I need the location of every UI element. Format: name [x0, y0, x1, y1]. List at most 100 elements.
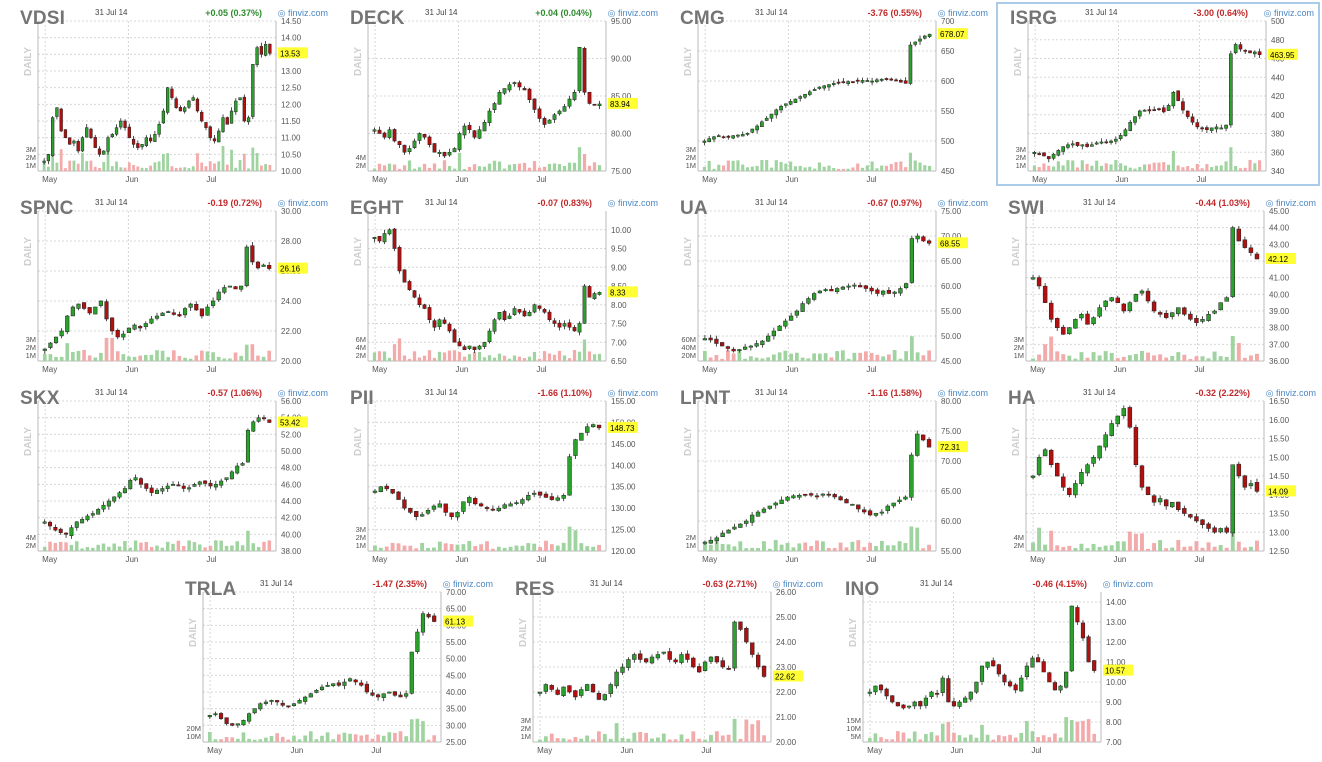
chart-panel-skx[interactable]: 56.0054.0052.0050.0048.0046.0044.0042.00…	[8, 384, 332, 568]
chart-panel-pii[interactable]: 155.00150.00145.00140.00135.00130.00125.…	[338, 384, 662, 568]
candle	[224, 717, 229, 724]
candle	[777, 325, 782, 331]
finviz-link[interactable]: ◎ finviz.com	[937, 388, 988, 398]
volume-bar	[1133, 168, 1137, 171]
candle	[791, 495, 796, 499]
volume-tick-label: 2M	[521, 724, 531, 733]
volume-bar	[1212, 546, 1217, 551]
chart-panel-spnc[interactable]: 30.0028.0026.0024.0022.0020.00MayJunJul3…	[8, 194, 332, 378]
finviz-link[interactable]: ◎ finviz.com	[1263, 8, 1314, 18]
finviz-link[interactable]: ◎ finviz.com	[1265, 388, 1316, 398]
ticker-symbol: DECK	[350, 8, 405, 29]
volume-bar	[155, 350, 159, 361]
finviz-link[interactable]: ◎ finviz.com	[1102, 579, 1153, 589]
volume-bar	[255, 152, 259, 171]
volume-bar	[447, 166, 452, 171]
volume-bar	[537, 167, 542, 171]
volume-bar	[1170, 547, 1175, 551]
volume-bar	[1171, 150, 1175, 171]
chart-panel-ua[interactable]: 75.00 70.00 65.00 60.00 55.00 50.00 45.00 May Ju…	[668, 194, 992, 378]
finviz-link[interactable]: ◎ finviz.com	[607, 8, 658, 18]
finviz-link[interactable]: ◎ finviz.com	[607, 388, 658, 398]
candle	[725, 346, 730, 349]
candle	[1030, 277, 1036, 280]
candle	[527, 88, 532, 101]
volume-bar	[667, 739, 672, 742]
volume-bar	[219, 540, 223, 551]
chart-panel-eght[interactable]: 10.009.509.008.508.007.507.006.50MayJunJ…	[338, 194, 662, 378]
candle	[573, 690, 578, 698]
y-tick-label: 65.00	[941, 257, 962, 266]
chart-panel-isrg[interactable]: 500480460440420400380360340MayJunJul3M2M…	[996, 2, 1320, 186]
chart-panel-res[interactable]: 26.00 25.00 24.00 23.00 22.00 21.00 20.00 May Ju…	[503, 575, 827, 759]
finviz-link[interactable]: ◎ finviz.com	[442, 579, 493, 589]
volume-bar	[567, 739, 572, 742]
candle	[239, 285, 244, 290]
finviz-link[interactable]: ◎ finviz.com	[277, 8, 328, 18]
candle	[587, 91, 592, 104]
finviz-link[interactable]: ◎ finviz.com	[937, 8, 988, 18]
finviz-link[interactable]: ◎ finviz.com	[277, 388, 328, 398]
candle	[1200, 319, 1205, 322]
candle	[1024, 665, 1029, 678]
candle	[1092, 660, 1097, 671]
volume-bar	[573, 530, 578, 551]
chart-panel-deck[interactable]: 95.00 90.00 85.00 80.00 75.00 May Jun Jul 4M 2M 83…	[338, 4, 662, 188]
candle	[442, 319, 447, 324]
candle	[263, 701, 268, 704]
volume-bar	[572, 350, 577, 361]
volume-bar	[153, 162, 157, 171]
candle	[98, 300, 103, 306]
finviz-link[interactable]: ◎ finviz.com	[277, 198, 328, 208]
candle	[138, 326, 143, 329]
y-tick-label: 650	[941, 47, 955, 56]
volume-tick-label: 3M	[1014, 335, 1024, 344]
candle	[875, 289, 880, 294]
candle	[96, 509, 101, 515]
volume-bar	[1031, 542, 1035, 551]
finviz-link[interactable]: ◎ finviz.com	[937, 198, 988, 208]
volume-bar	[655, 737, 660, 742]
volume-bar	[879, 737, 883, 742]
candle	[177, 314, 182, 317]
volume-bar	[818, 353, 822, 361]
volume-bar	[452, 168, 457, 171]
volume-bar	[1075, 167, 1080, 171]
volume-tick-label: 2M	[26, 541, 36, 550]
volume-bar	[472, 351, 477, 361]
chart-panel-lpnt[interactable]: 80.00 75.00 70.00 65.00 60.00 55.00 May Jun Jul 2…	[668, 384, 992, 568]
candle	[170, 88, 174, 98]
chart-panel-swi[interactable]: 45.0044.0043.0042.0041.0040.0039.0038.00…	[996, 194, 1320, 378]
volume-bar	[1238, 168, 1242, 171]
volume-tick-label: 3M	[26, 335, 36, 344]
candle	[414, 511, 419, 517]
volume-bar	[744, 719, 749, 742]
volume-bar	[420, 542, 425, 551]
candle	[1163, 499, 1169, 507]
x-tick-label: May	[207, 746, 222, 755]
finviz-link[interactable]: ◎ finviz.com	[1265, 198, 1316, 208]
candle	[263, 44, 268, 56]
chart-panel-ha[interactable]: 16.5016.0015.5015.0014.5014.0013.5013.00…	[996, 384, 1320, 568]
volume-bar	[372, 352, 377, 361]
volume-bar	[795, 352, 799, 361]
volume-bar	[544, 540, 548, 551]
finviz-link[interactable]: ◎ finviz.com	[607, 198, 658, 208]
finviz-link[interactable]: ◎ finviz.com	[772, 579, 823, 589]
candle	[447, 323, 452, 332]
volume-bar	[1255, 353, 1259, 361]
volume-bar	[320, 735, 324, 742]
chart-panel-trla[interactable]: 70.0065.0060.0055.0050.0045.0040.0035.00…	[173, 575, 497, 759]
chart-panel-ino[interactable]: 14.00 13.00 12.00 11.00 10.00 9.00 8.00 7.00 May…	[833, 575, 1157, 759]
candle	[1041, 661, 1046, 673]
chart-panel-vdsi[interactable]: 14.5014.0013.5013.0012.5012.0011.5011.00…	[8, 4, 332, 188]
y-tick-label: 11.00	[1106, 658, 1126, 667]
chart-panel-cmg[interactable]: 700 650 600 550 500 450 May Jun Jul 3M 2M 1M 678.07 C…	[668, 4, 992, 188]
x-tick-label: Jul	[701, 746, 711, 755]
volume-tick-label: 2M	[356, 533, 366, 542]
candle	[492, 319, 497, 332]
y-tick-label: 440	[1271, 73, 1285, 82]
candle	[1075, 607, 1080, 623]
volume-bar	[909, 526, 914, 551]
candle	[378, 486, 384, 492]
